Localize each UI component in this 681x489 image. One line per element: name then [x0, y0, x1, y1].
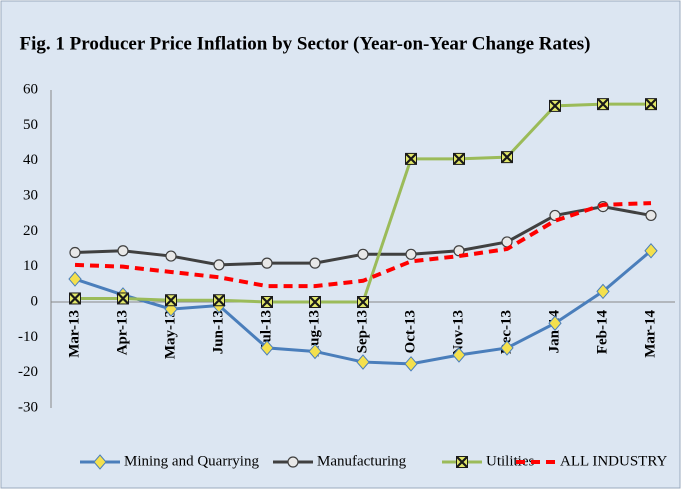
- point-cross: [549, 100, 561, 112]
- point: [357, 248, 369, 260]
- point: [117, 245, 129, 257]
- legend-label: ALL INDUSTRY: [560, 453, 668, 469]
- y-tick-label: 40: [23, 152, 38, 168]
- x-tick-label: Jan-14: [546, 310, 562, 354]
- point: [453, 152, 465, 165]
- point-cross: [165, 294, 177, 307]
- point: [69, 246, 81, 259]
- point: [597, 98, 609, 111]
- point-cross: [261, 296, 273, 308]
- y-tick-label: 20: [23, 223, 38, 239]
- point: [501, 151, 513, 164]
- y-tick-label: 50: [23, 117, 38, 133]
- point: [356, 354, 370, 370]
- x-tick-label: Feb-14: [594, 310, 610, 355]
- point: [500, 340, 514, 356]
- point: [644, 242, 658, 259]
- x-tick-label: Oct-13: [402, 310, 418, 353]
- point-cross: [597, 98, 609, 110]
- point: [68, 271, 82, 287]
- y-tick-label: 60: [23, 81, 38, 97]
- point: [453, 245, 465, 257]
- y-tick-label: 30: [23, 187, 38, 203]
- point-cross: [645, 98, 657, 110]
- point: [93, 454, 107, 470]
- point: [309, 257, 321, 269]
- point: [69, 292, 81, 305]
- series-line: [74, 201, 652, 289]
- point: [165, 250, 177, 262]
- point: [404, 356, 418, 372]
- x-tick-label: Mar-14: [642, 310, 658, 358]
- point: [165, 294, 177, 307]
- point: [596, 283, 610, 300]
- point: [308, 343, 322, 360]
- legend-label: Manufacturing: [317, 453, 407, 469]
- legend-item: ALL INDUSTRY: [516, 453, 668, 469]
- point: [452, 347, 466, 363]
- point: [117, 292, 129, 305]
- point: [287, 456, 299, 468]
- point-cross: [357, 296, 369, 308]
- point: [645, 98, 657, 111]
- chart-title: Fig. 1 Producer Price Inflation by Secto…: [20, 33, 591, 54]
- point: [456, 456, 468, 468]
- point: [261, 257, 273, 269]
- x-tick-label: Dec-13: [498, 310, 514, 354]
- x-tick-label: Mar-13: [66, 310, 82, 358]
- point: [309, 296, 321, 308]
- point-cross: [117, 292, 129, 305]
- y-tick-label: 10: [23, 258, 38, 274]
- x-tick-label: Jul-13: [258, 310, 274, 350]
- y-tick-label: -20: [18, 364, 38, 380]
- y-tick-label: -30: [18, 399, 38, 415]
- point-cross: [501, 151, 513, 163]
- legend-item: Mining and Quarrying: [80, 453, 259, 470]
- x-tick-label: Aug-13: [306, 310, 322, 357]
- point: [261, 296, 273, 308]
- point: [645, 209, 657, 222]
- x-tick-label: Sep-13: [354, 310, 370, 353]
- legend-label: Mining and Quarrying: [124, 453, 259, 469]
- point: [260, 340, 274, 356]
- point: [549, 99, 561, 112]
- legend-label: Utilities: [486, 453, 534, 469]
- x-tick-label: Apr-13: [114, 310, 130, 355]
- point-cross: [453, 153, 465, 165]
- legend-item: Utilities: [442, 453, 534, 469]
- point: [357, 296, 369, 308]
- point: [213, 294, 225, 307]
- point: [405, 152, 417, 165]
- legend-item: Manufacturing: [273, 453, 407, 469]
- point: [213, 259, 225, 271]
- point-cross: [213, 294, 225, 307]
- point: [405, 248, 417, 260]
- point-cross: [309, 296, 321, 308]
- x-tick-label: Nov-13: [450, 310, 466, 356]
- x-tick-label: May-13: [162, 310, 178, 359]
- point-cross: [456, 456, 468, 468]
- y-tick-label: -10: [18, 329, 38, 345]
- point-cross: [69, 292, 81, 305]
- y-tick-label: 0: [31, 293, 39, 309]
- point: [548, 315, 562, 331]
- x-tick-label: Jun-13: [210, 310, 226, 354]
- point-cross: [405, 153, 417, 165]
